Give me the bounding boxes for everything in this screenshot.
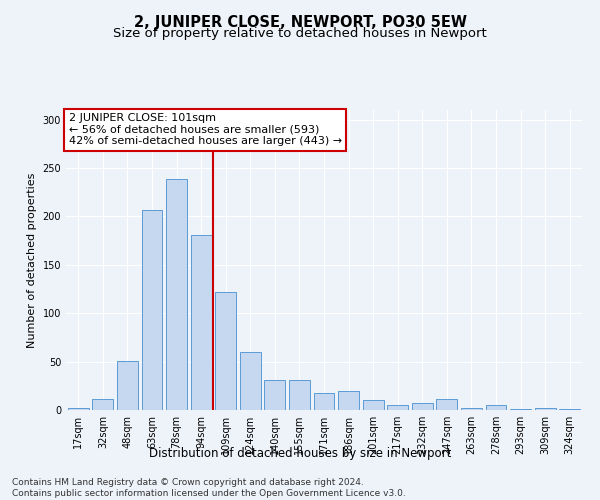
Bar (412, 403, 433, 410)
Bar (265, 380, 286, 410)
Bar (338, 390, 359, 410)
Bar (362, 400, 383, 410)
Text: Size of property relative to detached houses in Newport: Size of property relative to detached ho… (113, 28, 487, 40)
Bar (461, 408, 482, 410)
Bar (117, 360, 138, 410)
Y-axis label: Number of detached properties: Number of detached properties (27, 172, 37, 348)
Bar (485, 405, 506, 410)
Bar (240, 352, 261, 410)
Bar (191, 235, 212, 410)
Bar (387, 405, 408, 410)
Text: 2, JUNIPER CLOSE, NEWPORT, PO30 5EW: 2, JUNIPER CLOSE, NEWPORT, PO30 5EW (133, 15, 467, 30)
Text: 2 JUNIPER CLOSE: 101sqm
← 56% of detached houses are smaller (593)
42% of semi-d: 2 JUNIPER CLOSE: 101sqm ← 56% of detache… (68, 113, 342, 146)
Bar (314, 392, 334, 410)
Bar (142, 210, 163, 410)
Bar (92, 400, 113, 410)
Text: Contains HM Land Registry data © Crown copyright and database right 2024.
Contai: Contains HM Land Registry data © Crown c… (12, 478, 406, 498)
Bar (68, 408, 89, 410)
Bar (559, 409, 580, 410)
Bar (535, 408, 556, 410)
Bar (289, 380, 310, 410)
Bar (436, 400, 457, 410)
Text: Distribution of detached houses by size in Newport: Distribution of detached houses by size … (149, 448, 451, 460)
Bar (215, 292, 236, 410)
Bar (166, 178, 187, 410)
Bar (510, 409, 531, 410)
